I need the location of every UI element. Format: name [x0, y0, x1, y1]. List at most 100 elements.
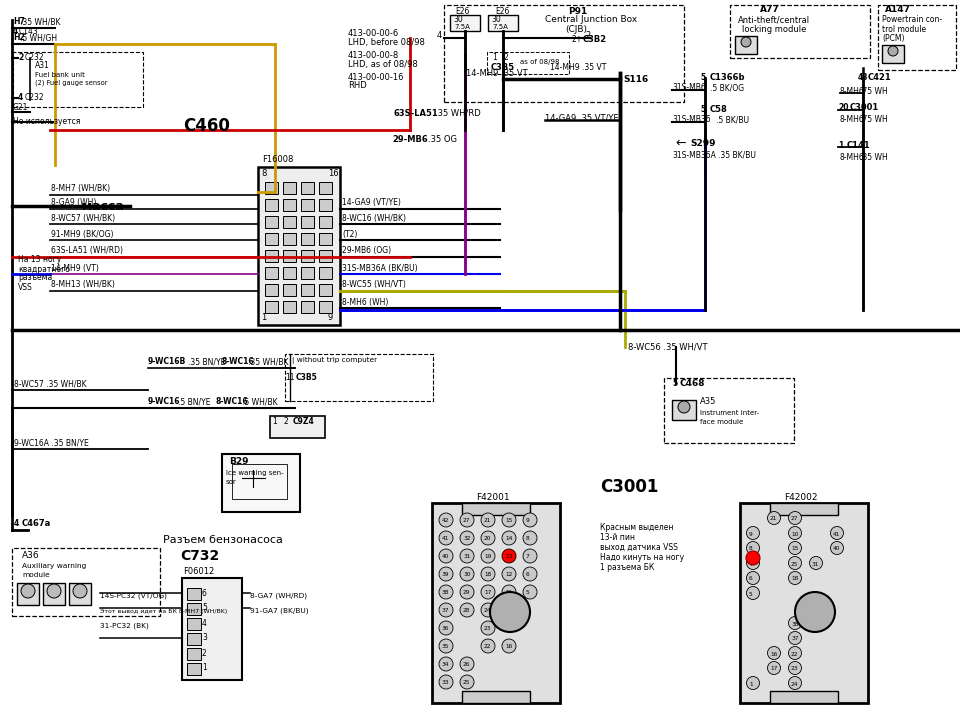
Circle shape — [481, 531, 495, 545]
Bar — [319, 182, 332, 194]
Circle shape — [523, 585, 537, 599]
Bar — [730, 5, 870, 58]
Text: 27: 27 — [791, 516, 799, 521]
Circle shape — [747, 526, 759, 539]
Bar — [319, 233, 332, 245]
Circle shape — [502, 549, 516, 563]
Text: C732: C732 — [180, 549, 219, 563]
Bar — [301, 233, 314, 245]
Circle shape — [460, 675, 474, 689]
Text: 30: 30 — [491, 15, 501, 23]
Text: 36: 36 — [442, 627, 449, 632]
Text: (CJB): (CJB) — [565, 25, 587, 35]
Text: 6: 6 — [526, 573, 530, 577]
Text: 14-GA9 .35 VT/YE: 14-GA9 .35 VT/YE — [545, 113, 618, 123]
Bar — [265, 199, 278, 211]
Text: H7: H7 — [13, 17, 25, 27]
Text: E26: E26 — [455, 7, 469, 15]
Circle shape — [490, 592, 530, 632]
Text: 9-WC16B: 9-WC16B — [148, 357, 186, 367]
Bar — [450, 15, 480, 31]
Circle shape — [741, 37, 751, 47]
Text: LHD, before 08/98: LHD, before 08/98 — [348, 38, 425, 46]
Text: 23: 23 — [484, 627, 492, 632]
Bar — [69, 583, 91, 605]
Text: 10: 10 — [791, 531, 799, 537]
Text: Powertrain con-: Powertrain con- — [882, 15, 942, 25]
Text: 25: 25 — [791, 561, 799, 566]
Bar — [462, 691, 530, 703]
Text: 41: 41 — [442, 537, 449, 542]
Text: C3B2: C3B2 — [583, 36, 607, 44]
Bar — [301, 267, 314, 279]
Circle shape — [767, 661, 780, 674]
Text: sor: sor — [226, 479, 237, 485]
Text: 26: 26 — [463, 663, 470, 667]
Circle shape — [747, 557, 759, 569]
Circle shape — [747, 571, 759, 584]
Text: C3B5: C3B5 — [296, 372, 318, 381]
Circle shape — [788, 661, 802, 674]
Text: 31S-MB6: 31S-MB6 — [672, 83, 706, 92]
Circle shape — [747, 677, 759, 690]
Text: 1: 1 — [749, 682, 753, 687]
Text: ←: ← — [675, 136, 685, 150]
Circle shape — [502, 639, 516, 653]
Circle shape — [439, 513, 453, 527]
Text: A147: A147 — [885, 6, 911, 15]
Bar — [672, 400, 696, 420]
Bar — [301, 250, 314, 262]
Text: 16: 16 — [770, 651, 778, 656]
Text: 1: 1 — [838, 141, 843, 150]
Text: 8-WC57 (WH/BK): 8-WC57 (WH/BK) — [51, 213, 115, 222]
Text: 2: 2 — [284, 417, 289, 425]
Text: .5 WH/BK: .5 WH/BK — [242, 398, 277, 407]
Bar — [17, 583, 39, 605]
Text: Anti-theft/central: Anti-theft/central — [738, 15, 810, 25]
Bar — [283, 216, 296, 228]
Bar — [770, 503, 838, 515]
Text: B29: B29 — [229, 457, 249, 465]
Text: 7.5A: 7.5A — [454, 24, 469, 30]
Text: 9: 9 — [749, 531, 753, 537]
Text: 37: 37 — [442, 608, 449, 613]
Circle shape — [439, 531, 453, 545]
Text: 31S-MB36: 31S-MB36 — [672, 115, 710, 124]
Bar — [432, 503, 560, 703]
Text: Auxiliary warning: Auxiliary warning — [22, 563, 86, 569]
Bar — [258, 167, 340, 325]
Circle shape — [21, 584, 35, 598]
Text: 8-WC16: 8-WC16 — [222, 357, 254, 367]
Text: .35 WH/RD: .35 WH/RD — [435, 108, 481, 118]
Bar — [187, 603, 201, 615]
Text: LHD, as of 08/98: LHD, as of 08/98 — [348, 60, 418, 68]
Text: 29-MB6 (OG): 29-MB6 (OG) — [342, 247, 391, 256]
Text: 15: 15 — [505, 518, 513, 523]
Text: 11: 11 — [285, 372, 295, 381]
Circle shape — [502, 585, 516, 599]
Text: .5 WH/GH: .5 WH/GH — [20, 33, 58, 43]
Bar — [735, 36, 757, 54]
Circle shape — [788, 512, 802, 524]
Text: 5: 5 — [526, 590, 530, 595]
Circle shape — [523, 549, 537, 563]
Text: 43: 43 — [858, 73, 869, 83]
Text: 13-й пин: 13-й пин — [600, 532, 635, 542]
Text: 42: 42 — [442, 518, 449, 523]
Text: as of 08/98: as of 08/98 — [520, 59, 560, 65]
Text: 32: 32 — [463, 537, 470, 542]
Text: 5: 5 — [700, 73, 706, 83]
Bar — [187, 663, 201, 675]
Text: 12: 12 — [505, 573, 513, 577]
Text: 4: 4 — [14, 518, 19, 528]
Text: 1: 1 — [202, 664, 206, 672]
Text: C58: C58 — [710, 105, 728, 115]
Text: 35: 35 — [442, 645, 449, 650]
Text: 31: 31 — [463, 555, 470, 560]
Text: 37: 37 — [791, 637, 799, 642]
Bar — [740, 503, 868, 703]
Text: 4: 4 — [202, 619, 206, 627]
Text: C232: C232 — [25, 54, 44, 62]
Bar — [283, 182, 296, 194]
Bar — [319, 250, 332, 262]
